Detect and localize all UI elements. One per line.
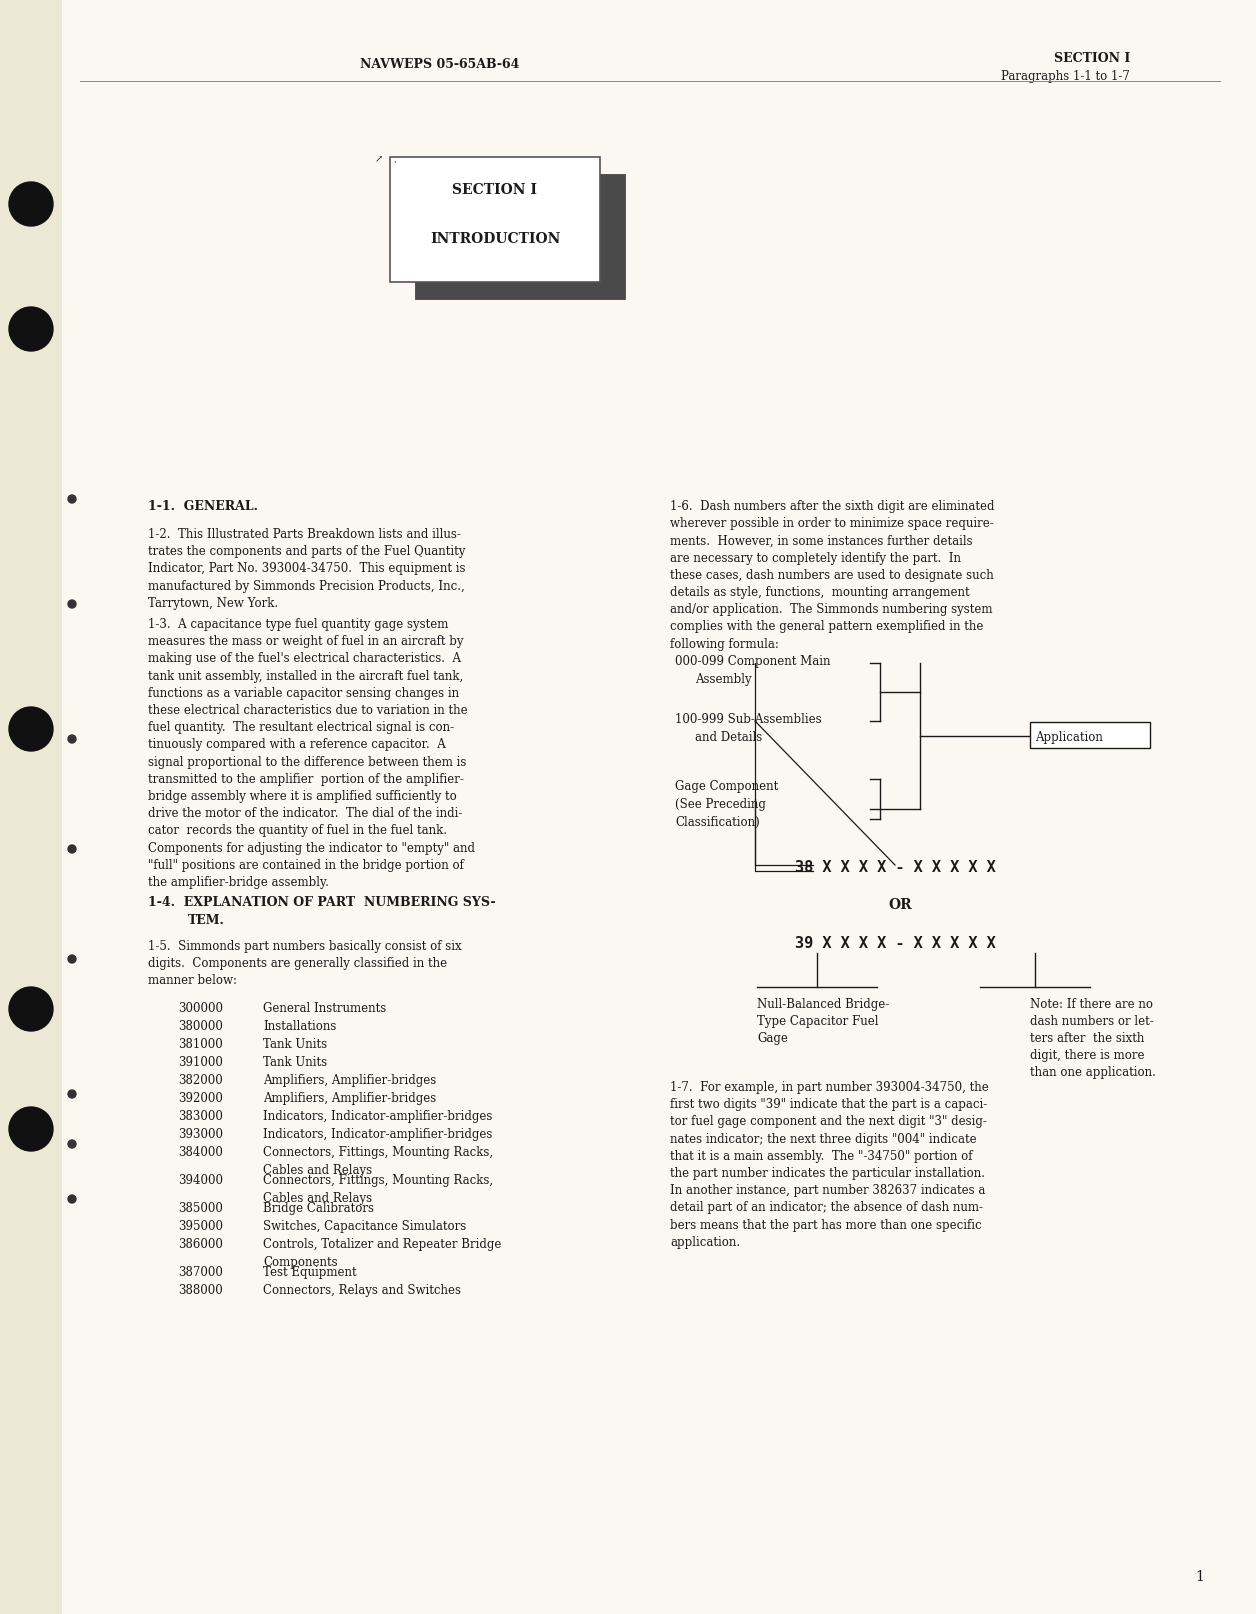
Text: Test Equipment: Test Equipment bbox=[263, 1265, 357, 1278]
Text: 383000: 383000 bbox=[178, 1109, 222, 1122]
Circle shape bbox=[9, 182, 53, 228]
Text: 1-1.  GENERAL.: 1-1. GENERAL. bbox=[148, 500, 257, 513]
Text: Amplifiers, Amplifier-bridges: Amplifiers, Amplifier-bridges bbox=[263, 1091, 436, 1104]
Text: 388000: 388000 bbox=[178, 1283, 222, 1296]
Text: SECTION I: SECTION I bbox=[1054, 52, 1130, 65]
Circle shape bbox=[68, 955, 77, 964]
Text: 1: 1 bbox=[1196, 1569, 1205, 1583]
Text: 380000: 380000 bbox=[178, 1020, 222, 1033]
Text: Classification): Classification) bbox=[674, 815, 760, 828]
Text: 386000: 386000 bbox=[178, 1238, 222, 1251]
Circle shape bbox=[68, 600, 77, 608]
Text: ': ' bbox=[393, 160, 396, 168]
Text: Null-Balanced Bridge-
Type Capacitor Fuel
Gage: Null-Balanced Bridge- Type Capacitor Fue… bbox=[757, 997, 889, 1044]
Text: 000-099 Component Main: 000-099 Component Main bbox=[674, 655, 830, 668]
Text: and Details: and Details bbox=[695, 731, 762, 744]
Bar bbox=[414, 174, 625, 300]
Text: 393000: 393000 bbox=[178, 1127, 224, 1141]
Text: Cables and Relays: Cables and Relays bbox=[263, 1191, 372, 1204]
Circle shape bbox=[9, 707, 53, 752]
Bar bbox=[1030, 723, 1150, 749]
Text: NAVWEPS 05-65AB-64: NAVWEPS 05-65AB-64 bbox=[360, 58, 520, 71]
Text: 385000: 385000 bbox=[178, 1201, 222, 1214]
Text: 38 X X X X - X X X X X: 38 X X X X - X X X X X bbox=[795, 860, 996, 875]
Text: ↗: ↗ bbox=[376, 155, 383, 165]
Text: 1-5.  Simmonds part numbers basically consist of six
digits.  Components are gen: 1-5. Simmonds part numbers basically con… bbox=[148, 939, 462, 986]
Text: Bridge Calibrators: Bridge Calibrators bbox=[263, 1201, 374, 1214]
Circle shape bbox=[68, 495, 77, 504]
Text: Components: Components bbox=[263, 1256, 338, 1269]
Circle shape bbox=[9, 308, 53, 352]
Text: 39 X X X X - X X X X X: 39 X X X X - X X X X X bbox=[795, 936, 996, 951]
Text: 384000: 384000 bbox=[178, 1146, 222, 1159]
Text: TEM.: TEM. bbox=[188, 914, 225, 926]
Circle shape bbox=[9, 988, 53, 1031]
Text: 1-3.  A capacitance type fuel quantity gage system
measures the mass or weight o: 1-3. A capacitance type fuel quantity ga… bbox=[148, 618, 475, 888]
Text: 395000: 395000 bbox=[178, 1219, 224, 1231]
Text: 392000: 392000 bbox=[178, 1091, 222, 1104]
Circle shape bbox=[68, 1091, 77, 1098]
Text: 1-4.  EXPLANATION OF PART  NUMBERING SYS-: 1-4. EXPLANATION OF PART NUMBERING SYS- bbox=[148, 896, 496, 909]
Text: 1-6.  Dash numbers after the sixth digit are eliminated
wherever possible in ord: 1-6. Dash numbers after the sixth digit … bbox=[669, 500, 995, 650]
Circle shape bbox=[68, 736, 77, 744]
Text: Connectors, Relays and Switches: Connectors, Relays and Switches bbox=[263, 1283, 461, 1296]
Text: General Instruments: General Instruments bbox=[263, 1001, 387, 1014]
Text: 300000: 300000 bbox=[178, 1001, 224, 1014]
Text: Installations: Installations bbox=[263, 1020, 337, 1033]
Text: 394000: 394000 bbox=[178, 1173, 224, 1186]
Text: Assembly: Assembly bbox=[695, 673, 751, 686]
Text: OR: OR bbox=[888, 897, 912, 912]
Text: (See Preceding: (See Preceding bbox=[674, 797, 766, 810]
Text: Note: If there are no
dash numbers or let-
ters after  the sixth
digit, there is: Note: If there are no dash numbers or le… bbox=[1030, 997, 1156, 1078]
Text: 381000: 381000 bbox=[178, 1038, 222, 1051]
Text: Indicators, Indicator-amplifier-bridges: Indicators, Indicator-amplifier-bridges bbox=[263, 1109, 492, 1122]
Circle shape bbox=[9, 1107, 53, 1151]
Bar bbox=[391, 158, 600, 282]
Text: 1-7.  For example, in part number 393004-34750, the
first two digits "39" indica: 1-7. For example, in part number 393004-… bbox=[669, 1080, 988, 1248]
Text: Paragraphs 1-1 to 1-7: Paragraphs 1-1 to 1-7 bbox=[1001, 69, 1130, 82]
Text: 387000: 387000 bbox=[178, 1265, 222, 1278]
Text: Tank Units: Tank Units bbox=[263, 1056, 327, 1068]
Text: Switches, Capacitance Simulators: Switches, Capacitance Simulators bbox=[263, 1219, 466, 1231]
Text: 1-2.  This Illustrated Parts Breakdown lists and illus-
trates the components an: 1-2. This Illustrated Parts Breakdown li… bbox=[148, 528, 466, 610]
Text: Tank Units: Tank Units bbox=[263, 1038, 327, 1051]
Text: Application: Application bbox=[1035, 731, 1103, 744]
Text: 100-999 Sub-Assemblies: 100-999 Sub-Assemblies bbox=[674, 712, 821, 726]
Circle shape bbox=[68, 1196, 77, 1204]
Text: 391000: 391000 bbox=[178, 1056, 222, 1068]
Text: Indicators, Indicator-amplifier-bridges: Indicators, Indicator-amplifier-bridges bbox=[263, 1127, 492, 1141]
Circle shape bbox=[68, 1141, 77, 1148]
Circle shape bbox=[68, 846, 77, 854]
Text: Connectors, Fittings, Mounting Racks,: Connectors, Fittings, Mounting Racks, bbox=[263, 1146, 494, 1159]
Text: INTRODUCTION: INTRODUCTION bbox=[430, 232, 560, 245]
Text: Gage Component: Gage Component bbox=[674, 780, 779, 792]
Text: Cables and Relays: Cables and Relays bbox=[263, 1164, 372, 1177]
Text: Amplifiers, Amplifier-bridges: Amplifiers, Amplifier-bridges bbox=[263, 1073, 436, 1086]
Bar bbox=[0, 0, 62, 1614]
Text: 382000: 382000 bbox=[178, 1073, 222, 1086]
Text: SECTION I: SECTION I bbox=[452, 182, 538, 197]
Text: Controls, Totalizer and Repeater Bridge: Controls, Totalizer and Repeater Bridge bbox=[263, 1238, 501, 1251]
Text: Connectors, Fittings, Mounting Racks,: Connectors, Fittings, Mounting Racks, bbox=[263, 1173, 494, 1186]
